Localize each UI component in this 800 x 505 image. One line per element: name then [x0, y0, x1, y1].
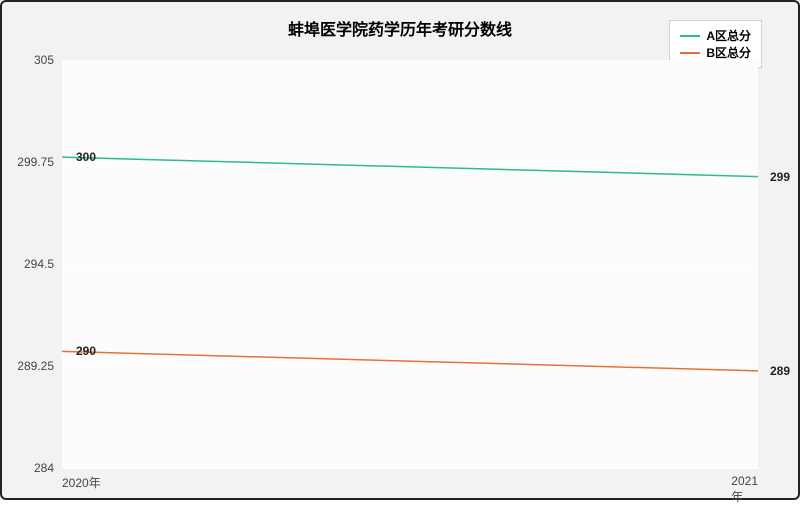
y-axis-tick: 289.25: [17, 359, 54, 373]
y-axis-tick: 305: [34, 53, 54, 67]
y-axis-tick: 284: [34, 461, 54, 475]
value-label: 289: [770, 364, 790, 378]
legend-swatch-icon: [680, 52, 700, 54]
chart-title: 蚌埠医学院药学历年考研分数线: [288, 16, 512, 40]
plot-area: 284289.25294.5299.753052020年2021年 300299…: [62, 60, 758, 468]
y-axis-tick: 294.5: [24, 257, 54, 271]
x-axis-tick: 2021年: [731, 474, 758, 505]
legend-item: B区总分: [680, 44, 751, 61]
chart-container: 蚌埠医学院药学历年考研分数线 A区总分 B区总分 284289.25294.52…: [0, 0, 800, 500]
x-axis-tick: 2020年: [62, 474, 101, 491]
y-axis-tick: 299.75: [17, 155, 54, 169]
legend-label: A区总分: [706, 27, 751, 44]
value-label: 300: [76, 150, 96, 164]
gridline: [62, 468, 758, 469]
series-line: [62, 351, 758, 370]
value-label: 299: [770, 170, 790, 184]
legend-label: B区总分: [706, 44, 751, 61]
series-line: [62, 157, 758, 176]
legend-item: A区总分: [680, 27, 751, 44]
value-label: 290: [76, 344, 96, 358]
legend-swatch-icon: [680, 35, 700, 37]
line-layer: [62, 60, 758, 468]
